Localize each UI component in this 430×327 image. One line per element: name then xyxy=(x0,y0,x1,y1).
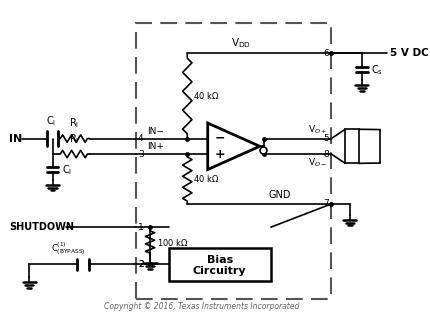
Text: 8: 8 xyxy=(323,149,329,159)
Text: V$_{O+}$: V$_{O+}$ xyxy=(307,123,326,136)
Text: 3: 3 xyxy=(138,149,144,159)
Text: IN: IN xyxy=(9,133,22,144)
Text: IN−: IN− xyxy=(147,127,164,136)
Text: R$_{\rm I}$: R$_{\rm I}$ xyxy=(69,116,79,130)
Text: C$_{\rm I}$: C$_{\rm I}$ xyxy=(46,114,55,128)
Text: Bias: Bias xyxy=(206,255,232,265)
Text: SHUTDOWN: SHUTDOWN xyxy=(9,222,74,232)
Text: C$_{\rm I}$: C$_{\rm I}$ xyxy=(61,163,72,177)
Text: 7: 7 xyxy=(323,199,329,208)
Text: Copyright © 2016, Texas Instruments Incorporated: Copyright © 2016, Texas Instruments Inco… xyxy=(103,302,298,311)
Text: 40 k$\Omega$: 40 k$\Omega$ xyxy=(192,91,218,101)
FancyBboxPatch shape xyxy=(168,248,270,281)
Text: 2: 2 xyxy=(138,260,143,269)
Text: GND: GND xyxy=(268,190,291,200)
Text: +: + xyxy=(214,148,224,162)
Text: C$_{\rm s}$: C$_{\rm s}$ xyxy=(370,63,383,77)
Text: IN+: IN+ xyxy=(147,142,164,151)
Text: R$_{\rm I}$: R$_{\rm I}$ xyxy=(69,132,79,146)
Text: V$_{\rm DD}$: V$_{\rm DD}$ xyxy=(230,36,251,50)
Text: 1: 1 xyxy=(138,223,144,232)
Text: V$_{O-}$: V$_{O-}$ xyxy=(307,157,326,169)
Text: 100 k$\Omega$: 100 k$\Omega$ xyxy=(156,236,188,248)
Text: 2: 2 xyxy=(138,260,143,269)
Text: 6: 6 xyxy=(323,49,329,58)
Text: −: − xyxy=(214,131,224,144)
Text: C$_{(\rm BYPASS)}^{(1)}$: C$_{(\rm BYPASS)}^{(1)}$ xyxy=(51,240,85,257)
Text: Circuitry: Circuitry xyxy=(193,266,246,276)
Text: 4: 4 xyxy=(138,134,143,143)
Text: 5: 5 xyxy=(323,134,329,143)
Text: 40 k$\Omega$: 40 k$\Omega$ xyxy=(192,174,218,184)
Text: 5 V DC: 5 V DC xyxy=(389,48,427,58)
